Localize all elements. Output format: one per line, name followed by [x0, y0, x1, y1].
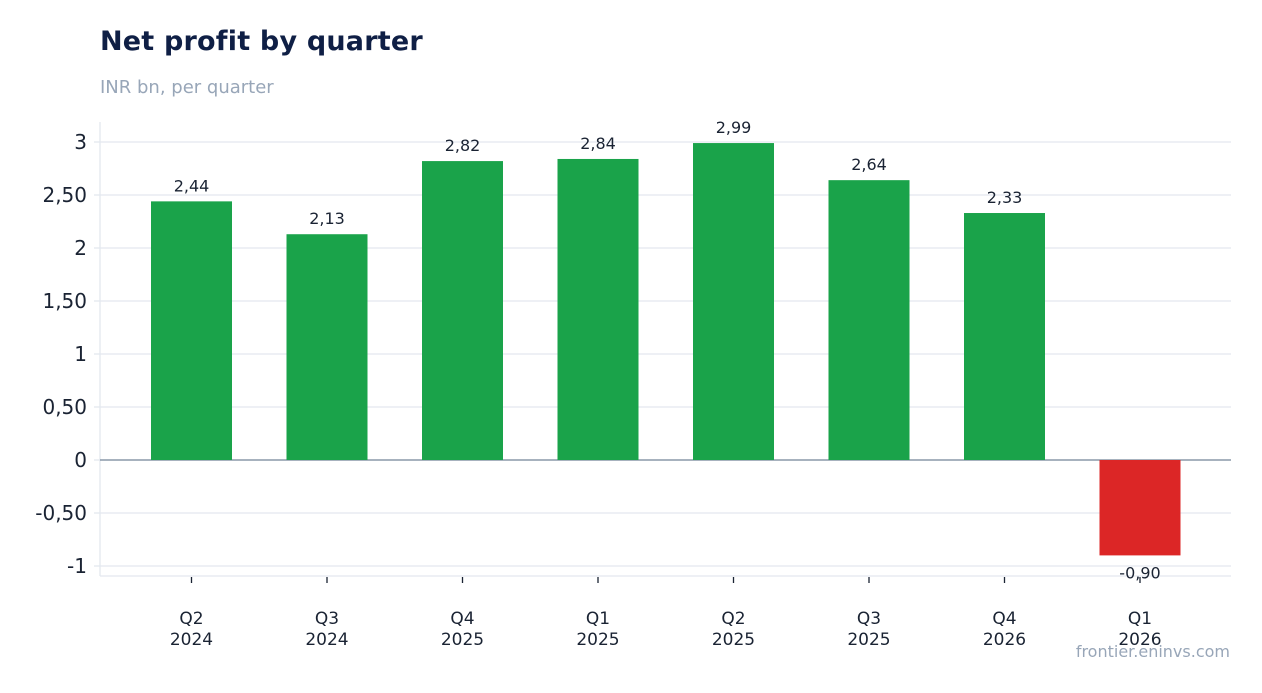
bar-negative — [1099, 460, 1181, 556]
y-tick-label: 1 — [74, 342, 87, 366]
chart-title: Net profit by quarter — [100, 26, 423, 57]
data-label: 2,82 — [445, 136, 481, 155]
x-tick-label-quarter: Q3 — [857, 609, 881, 629]
y-tick-label: 1,50 — [42, 289, 87, 313]
x-tick-label-quarter: Q3 — [315, 609, 339, 629]
y-tick-label: 0,50 — [42, 395, 87, 419]
bar-positive — [693, 143, 774, 460]
x-tick-label-year: 2026 — [1118, 630, 1161, 650]
chart-subtitle: INR bn, per quarter — [100, 77, 274, 98]
data-label: 2,99 — [716, 118, 752, 137]
bar-positive — [557, 158, 639, 460]
bar-positive — [151, 201, 232, 461]
data-label: 2,33 — [987, 188, 1023, 207]
x-tick-label-quarter: Q4 — [992, 609, 1016, 629]
x-tick-label-year: 2024 — [170, 630, 213, 650]
x-tick-label-year: 2024 — [305, 630, 348, 650]
x-tick-label-year: 2025 — [712, 630, 755, 650]
bar-positive — [286, 234, 368, 460]
y-tick-label: -0,50 — [35, 501, 87, 525]
x-tick-label-year: 2025 — [847, 630, 890, 650]
x-tick-label-year: 2025 — [576, 630, 619, 650]
y-tick-label: 2,50 — [42, 183, 87, 207]
bar-positive — [828, 180, 910, 460]
data-label: 2,44 — [174, 176, 210, 195]
x-tick-label-quarter: Q4 — [450, 609, 474, 629]
y-tick-label: 0 — [74, 448, 87, 472]
x-tick-label-quarter: Q2 — [179, 609, 203, 629]
source-label: frontier.eninvs.com — [1075, 642, 1230, 661]
bar-positive — [422, 161, 503, 460]
data-label: 2,84 — [580, 134, 616, 153]
x-tick-label-quarter: Q1 — [586, 609, 610, 629]
data-label: -0,90 — [1119, 563, 1160, 582]
y-tick-label: -1 — [67, 554, 87, 578]
x-tick-label-quarter: Q1 — [1128, 609, 1152, 629]
y-tick-label: 3 — [74, 130, 87, 154]
x-tick-label-quarter: Q2 — [721, 609, 745, 629]
x-tick-label-year: 2025 — [441, 630, 484, 650]
data-label: 2,13 — [309, 209, 345, 228]
x-tick-label-year: 2026 — [983, 630, 1026, 650]
data-label: 2,64 — [851, 155, 887, 174]
y-tick-label: 2 — [74, 236, 87, 260]
bar-positive — [964, 213, 1045, 460]
